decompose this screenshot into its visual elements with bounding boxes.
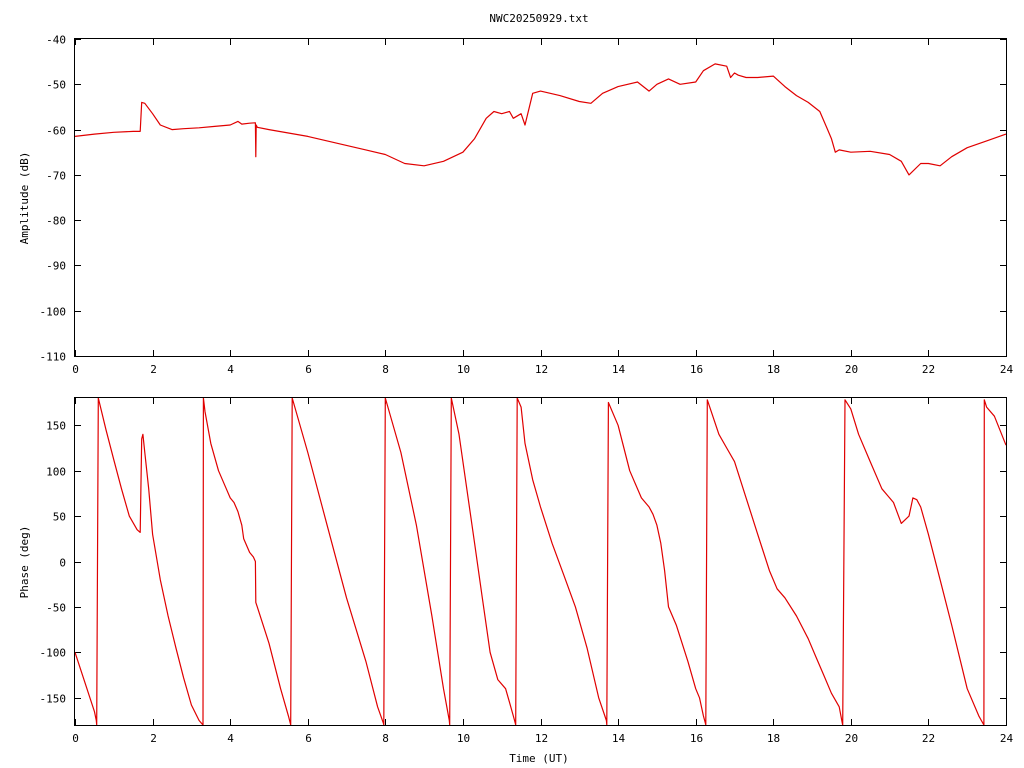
y-tick-label: -100: [40, 306, 67, 319]
y-tick-label: -90: [46, 260, 66, 273]
y-tick-label: -110: [40, 351, 67, 364]
amplitude-series-line: [74, 63, 1007, 176]
x-tick-label: 0: [72, 363, 79, 376]
phase-xlabel: Time (UT): [509, 752, 569, 765]
x-tick-label: 6: [305, 732, 312, 745]
x-tick-label: 2: [150, 732, 157, 745]
y-tick-label: -50: [46, 602, 66, 615]
y-tick-label: -100: [40, 647, 67, 660]
y-tick-label: 100: [46, 466, 66, 479]
phase-series-line: [74, 397, 1007, 726]
y-tick-label: -70: [46, 170, 66, 183]
x-tick-label: 4: [227, 363, 234, 376]
x-tick-label: 22: [922, 732, 935, 745]
x-tick-label: 20: [845, 363, 858, 376]
y-tick-label: -80: [46, 215, 66, 228]
x-tick-label: 2: [150, 363, 157, 376]
x-tick-label: 8: [382, 363, 389, 376]
x-tick-label: 4: [227, 732, 234, 745]
x-tick-label: 20: [845, 732, 858, 745]
x-tick-label: 12: [535, 732, 548, 745]
amplitude-panel: 0 2 4 6 8 10 12 14 16 18 20 22 24-40-50-60-70-80-90-…: [18, 34, 1013, 377]
phase-tick-labels: 0 2 4 6 8 10 12 14 16 18 20 22 24150100500-50-100-15…: [40, 420, 1014, 746]
x-tick-label: 6: [305, 363, 312, 376]
x-tick-label: 10: [457, 363, 470, 376]
phase-panel: 0 2 4 6 8 10 12 14 16 18 20 22 24150100500-50-100-15…: [18, 397, 1014, 765]
x-tick-label: 14: [612, 732, 626, 745]
x-tick-label: 18: [767, 732, 780, 745]
amplitude-ylabel: Amplitude (dB): [18, 152, 31, 245]
x-tick-label: 14: [612, 363, 626, 376]
x-tick-label: 24: [1000, 732, 1014, 745]
amplitude-plot-frame: [74, 38, 1007, 357]
x-tick-label: 18: [767, 363, 780, 376]
x-tick-label: 24: [1000, 363, 1014, 376]
amplitude-tick-labels: 0 2 4 6 8 10 12 14 16 18 20 22 24-40-50-60-70-80-90-…: [40, 34, 1014, 377]
x-tick-label: 10: [457, 732, 470, 745]
y-tick-label: 0: [59, 557, 66, 570]
y-tick-label: -50: [46, 79, 66, 92]
amplitude-ticks: [75, 39, 1007, 357]
chart-title: NWC20250929.txt: [489, 12, 588, 25]
phase-plot-frame: [74, 397, 1007, 726]
x-tick-label: 16: [690, 363, 703, 376]
y-tick-label: -60: [46, 125, 66, 138]
phase-ylabel: Phase (deg): [18, 526, 31, 599]
x-tick-label: 8: [382, 732, 389, 745]
y-tick-label: 150: [46, 420, 66, 433]
x-tick-label: 12: [535, 363, 548, 376]
x-tick-label: 22: [922, 363, 935, 376]
x-tick-label: 16: [690, 732, 703, 745]
x-tick-label: 0: [72, 732, 79, 745]
phase-ticks: [75, 398, 1007, 725]
y-tick-label: -40: [46, 34, 66, 47]
y-tick-label: 50: [53, 511, 66, 524]
y-tick-label: -150: [40, 693, 67, 706]
